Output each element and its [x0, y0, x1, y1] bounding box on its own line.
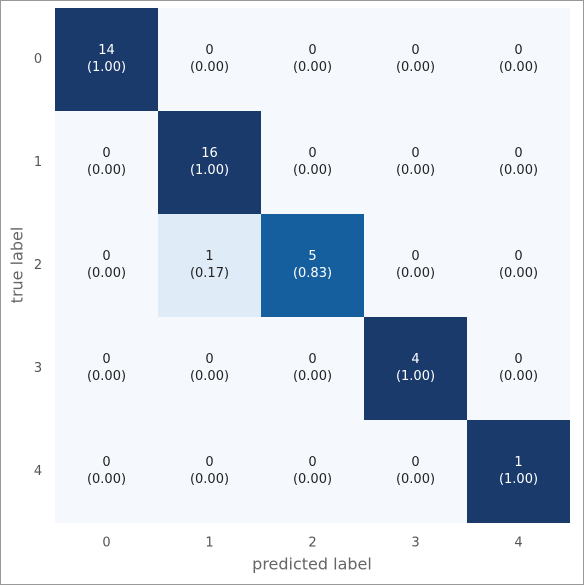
cell-count: 0	[205, 455, 213, 470]
cell-fraction: (0.00)	[190, 369, 229, 384]
cell-fraction: (1.00)	[87, 60, 126, 75]
cell-count: 0	[308, 352, 316, 367]
y-tick-label: 4	[34, 464, 42, 479]
cell-count: 14	[98, 43, 115, 58]
cell-count: 0	[308, 455, 316, 470]
cell-fraction: (0.00)	[190, 60, 229, 75]
cell-fraction: (0.00)	[499, 266, 538, 281]
cell	[158, 111, 261, 214]
cell	[158, 8, 261, 111]
cell-fraction: (1.00)	[190, 163, 229, 178]
cell-fraction: (0.00)	[293, 369, 332, 384]
cell-fraction: (0.83)	[293, 266, 332, 281]
cell-count: 0	[411, 455, 419, 470]
cell-count: 0	[514, 146, 522, 161]
cell	[261, 8, 364, 111]
cell	[261, 214, 364, 317]
cell-count: 1	[205, 249, 213, 264]
cell	[158, 214, 261, 317]
cell-count: 0	[514, 43, 522, 58]
cell-fraction: (0.17)	[190, 266, 229, 281]
cell-count: 0	[411, 249, 419, 264]
cell	[467, 317, 570, 420]
cell	[364, 111, 467, 214]
cell-fraction: (0.00)	[87, 472, 126, 487]
cell	[364, 317, 467, 420]
cell-fraction: (0.00)	[190, 472, 229, 487]
cell-fraction: (0.00)	[499, 60, 538, 75]
x-tick-label: 0	[102, 536, 110, 551]
cell	[364, 8, 467, 111]
cell-fraction: (0.00)	[87, 369, 126, 384]
cell-fraction: (0.00)	[396, 163, 435, 178]
cell	[364, 420, 467, 523]
cell-count: 0	[308, 43, 316, 58]
y-tick-label: 1	[34, 155, 42, 170]
cell-fraction: (0.00)	[87, 163, 126, 178]
cell-count: 1	[514, 455, 522, 470]
cell-fraction: (1.00)	[499, 472, 538, 487]
cell-fraction: (0.00)	[293, 163, 332, 178]
x-axis-label: predicted label	[252, 555, 372, 574]
cell-fraction: (0.00)	[396, 266, 435, 281]
cell	[261, 420, 364, 523]
cell-count: 0	[102, 352, 110, 367]
cell-fraction: (0.00)	[499, 163, 538, 178]
cell-count: 0	[205, 43, 213, 58]
y-axis-label: true label	[8, 227, 27, 304]
cell	[158, 317, 261, 420]
cell-count: 16	[201, 146, 218, 161]
cell-count: 4	[411, 352, 419, 367]
cell-count: 0	[411, 146, 419, 161]
cell	[467, 111, 570, 214]
cell	[364, 214, 467, 317]
cell-count: 0	[411, 43, 419, 58]
cell-count: 0	[205, 352, 213, 367]
x-tick-label: 1	[205, 536, 213, 551]
cell	[55, 317, 158, 420]
cell-count: 0	[102, 455, 110, 470]
cell	[158, 420, 261, 523]
cell-fraction: (0.00)	[87, 266, 126, 281]
cell	[467, 214, 570, 317]
cell-count: 0	[102, 146, 110, 161]
cell	[261, 111, 364, 214]
cell-count: 5	[308, 249, 316, 264]
cell	[55, 8, 158, 111]
cell-fraction: (0.00)	[499, 369, 538, 384]
x-tick-label: 2	[308, 536, 316, 551]
cell-fraction: (0.00)	[396, 472, 435, 487]
cell-count: 0	[514, 352, 522, 367]
cell	[55, 214, 158, 317]
cell-fraction: (1.00)	[396, 369, 435, 384]
cell-count: 0	[514, 249, 522, 264]
cell	[467, 420, 570, 523]
cell-fraction: (0.00)	[293, 60, 332, 75]
cell	[55, 420, 158, 523]
y-tick-label: 0	[34, 52, 42, 67]
y-tick-label: 2	[34, 258, 42, 273]
y-tick-label: 3	[34, 361, 42, 376]
cell	[467, 8, 570, 111]
cell	[261, 317, 364, 420]
cell-count: 0	[308, 146, 316, 161]
cell-fraction: (0.00)	[396, 60, 435, 75]
x-tick-label: 3	[411, 536, 419, 551]
cell-fraction: (0.00)	[293, 472, 332, 487]
x-tick-label: 4	[514, 536, 522, 551]
cell-count: 0	[102, 249, 110, 264]
cell	[55, 111, 158, 214]
